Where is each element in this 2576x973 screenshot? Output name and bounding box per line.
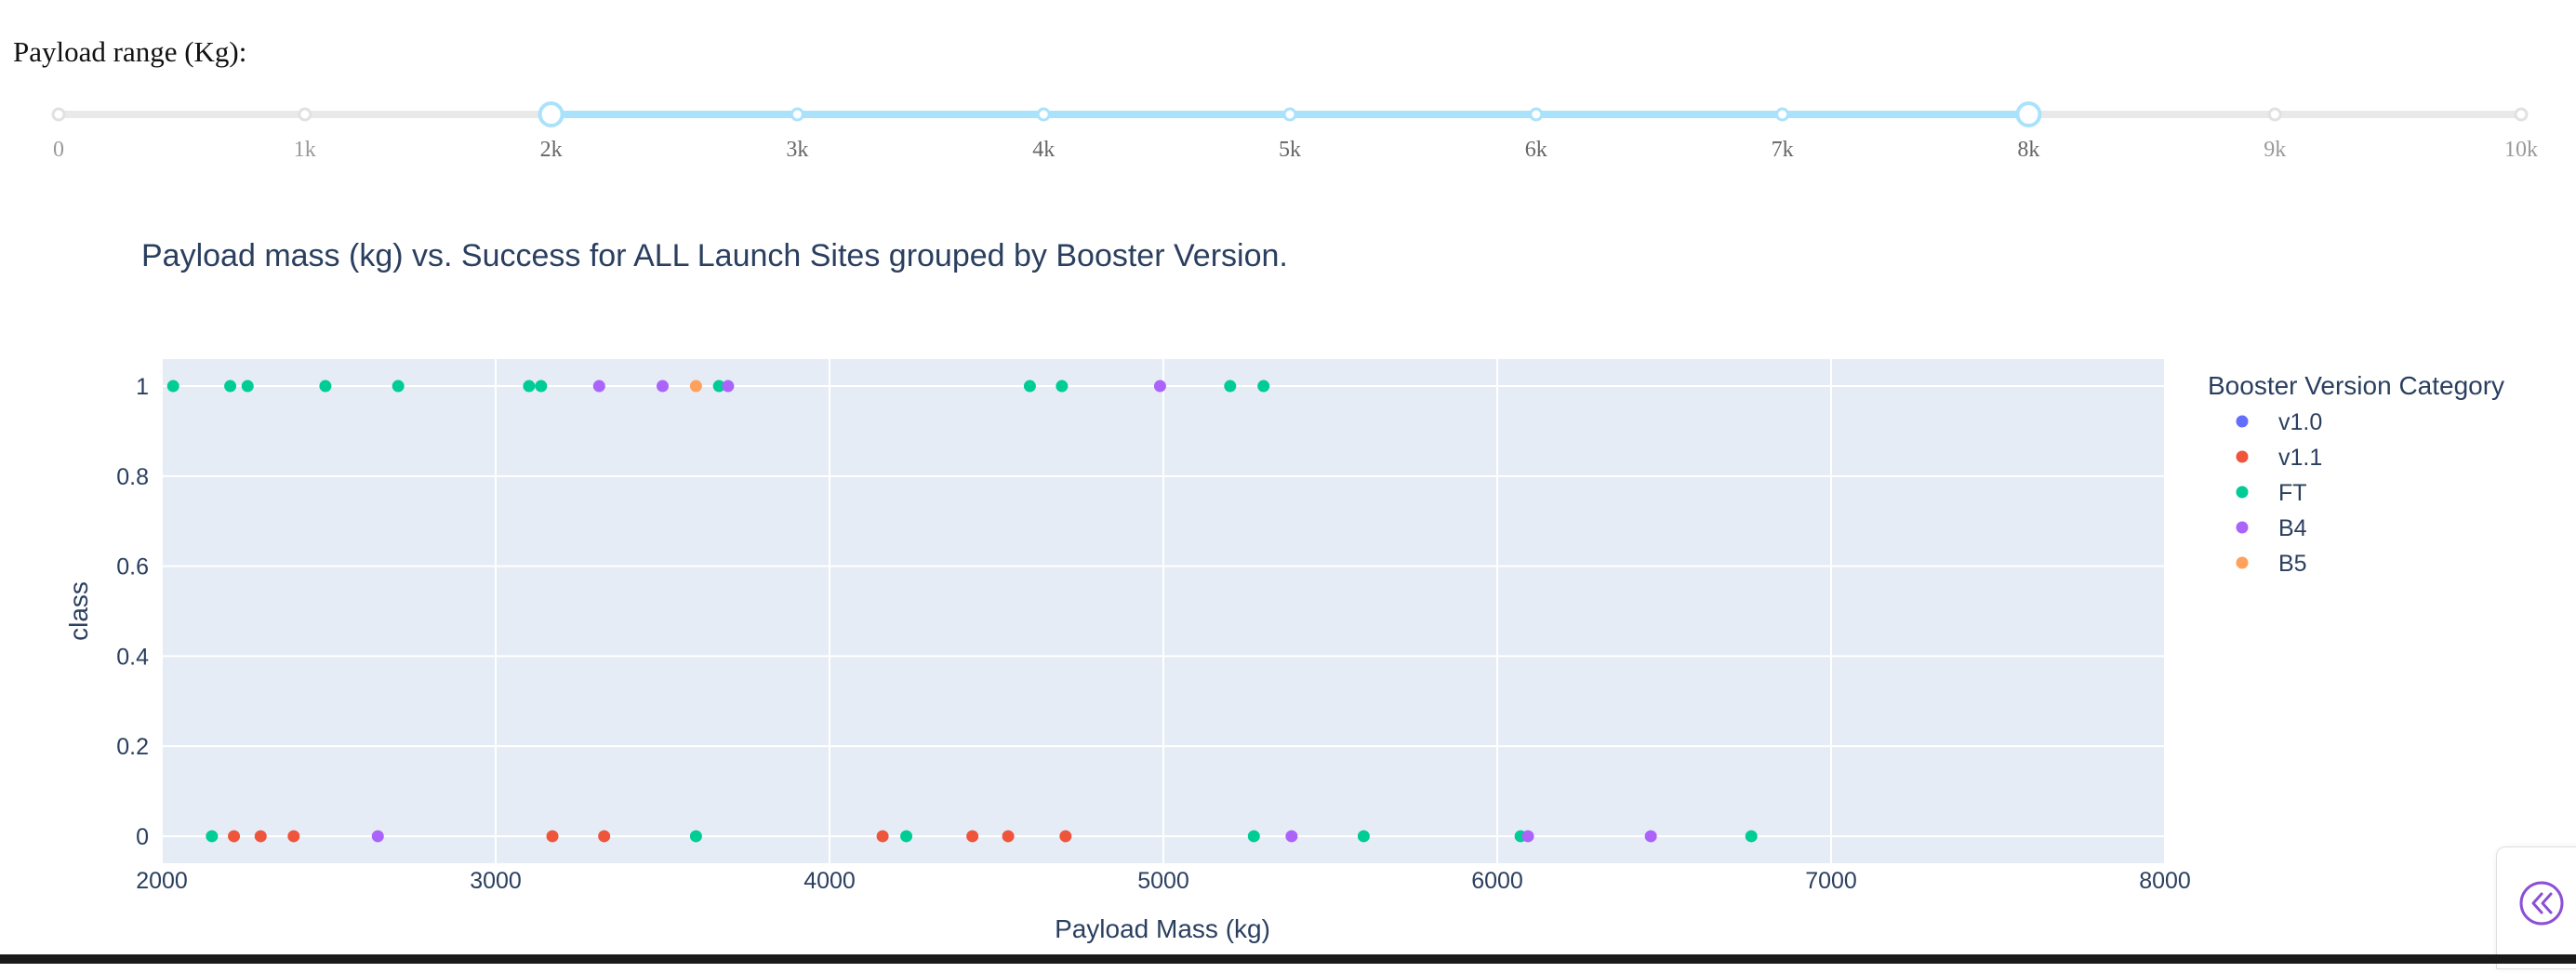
legend-item-label[interactable]: B4 (2278, 515, 2307, 541)
legend-marker[interactable] (2236, 450, 2249, 463)
slider-mark-dot (1036, 107, 1051, 122)
data-point-ft[interactable] (206, 830, 219, 843)
slider-mark-label: 9k (2264, 138, 2286, 162)
legend-item-label[interactable]: B5 (2278, 551, 2307, 577)
data-point-ft[interactable] (900, 830, 913, 843)
window-bottom-edge (0, 954, 2576, 964)
chart-title: Payload mass (kg) vs. Success for ALL La… (141, 238, 1288, 273)
data-point-v1-1[interactable] (287, 830, 300, 843)
slider-mark-dot (1282, 107, 1297, 122)
slider-mark-dot (298, 107, 312, 122)
data-point-ft[interactable] (1257, 380, 1270, 393)
slider-mark-label: 10k (2504, 138, 2538, 162)
data-point-ft[interactable] (224, 380, 237, 393)
x-tick-label: 5000 (1137, 868, 1189, 894)
y-tick-label: 0.8 (116, 464, 149, 490)
data-point-b4[interactable] (657, 380, 669, 393)
x-tick-label: 3000 (470, 868, 522, 894)
legend-marker[interactable] (2236, 556, 2249, 569)
data-point-ft[interactable] (712, 380, 725, 393)
slider-mark-dot (790, 107, 804, 122)
data-point-ft[interactable] (1247, 830, 1260, 843)
slider-mark-label: 4k (1032, 138, 1055, 162)
data-point-ft[interactable] (319, 380, 332, 393)
slider-mark-label: 1k (294, 138, 316, 162)
legend-marker[interactable] (2236, 415, 2249, 428)
data-point-v1-1[interactable] (228, 830, 241, 843)
data-point-ft[interactable] (1224, 380, 1237, 393)
slider-mark-label: 0 (53, 138, 64, 162)
slider-mark-dot (2514, 107, 2529, 122)
data-point-b4[interactable] (592, 380, 605, 393)
data-point-b4[interactable] (1285, 830, 1298, 843)
data-point-v1-1[interactable] (966, 830, 979, 843)
legend-marker[interactable] (2236, 521, 2249, 534)
legend-item-label[interactable]: FT (2278, 480, 2307, 506)
data-point-v1-1[interactable] (876, 830, 889, 843)
data-point-v1-1[interactable] (1059, 830, 1072, 843)
data-point-b4[interactable] (1521, 830, 1534, 843)
payload-range-label: Payload range (Kg): (13, 35, 247, 68)
data-point-v1-1[interactable] (598, 830, 611, 843)
scatter-plot: 2000 3000 4000 5000 6000 7000 8000 0 0.2 0.4 0.6 0.… (116, 359, 2191, 894)
y-tick-label: 0 (136, 824, 149, 850)
slider-mark-dot (1529, 107, 1544, 122)
slider-mark-label: 5k (1279, 138, 1301, 162)
data-point-v1-1[interactable] (546, 830, 559, 843)
slider-mark-label: 8k (2017, 138, 2039, 162)
data-point-ft[interactable] (1056, 380, 1069, 393)
slider-mark-label: 2k (540, 138, 563, 162)
y-tick-label: 0.6 (116, 554, 149, 580)
slider-mark-dot (51, 107, 66, 122)
slider-mark-dot (1775, 107, 1790, 122)
slider-mark-label: 7k (1772, 138, 1794, 162)
x-tick-label: 2000 (136, 868, 188, 894)
data-point-b4[interactable] (722, 380, 735, 393)
y-tick-label: 0.4 (116, 644, 149, 670)
data-point-v1-1[interactable] (254, 830, 267, 843)
data-point-b5[interactable] (689, 380, 702, 393)
data-point-ft[interactable] (166, 380, 179, 393)
data-point-ft[interactable] (523, 380, 536, 393)
slider-mark-dot (2267, 107, 2282, 122)
data-point-b4[interactable] (371, 830, 384, 843)
legend-item-label[interactable]: v1.1 (2278, 445, 2322, 471)
x-tick-label: 8000 (2139, 868, 2191, 894)
data-point-ft[interactable] (1357, 830, 1370, 843)
slider-handle-low[interactable] (538, 101, 564, 127)
x-tick-label: 6000 (1471, 868, 1523, 894)
data-point-ft[interactable] (1023, 380, 1036, 393)
double-chevron-left-icon (2519, 881, 2564, 926)
slider-handle-high[interactable] (2015, 101, 2042, 127)
x-axis-title: Payload Mass (kg) (1055, 914, 1270, 943)
x-tick-label: 4000 (803, 868, 856, 894)
slider-mark-label: 6k (1525, 138, 1547, 162)
payload-range-slider[interactable]: 0 1k 2k 3k 4k 5k 6k 7k 8k 9k 10k (51, 101, 2538, 162)
legend: Booster Version Category v1.0 v1.1 FT B4 B5 (2208, 371, 2504, 577)
legend-marker[interactable] (2236, 486, 2249, 499)
y-tick-label: 1 (136, 374, 149, 400)
data-point-v1-1[interactable] (1002, 830, 1015, 843)
slider-mark-label: 3k (786, 138, 808, 162)
legend-item-label[interactable]: v1.0 (2278, 409, 2322, 435)
y-axis-title: class (64, 581, 93, 641)
data-point-ft[interactable] (392, 380, 405, 393)
data-point-ft[interactable] (1745, 830, 1758, 843)
data-point-b4[interactable] (1153, 380, 1166, 393)
data-point-ft[interactable] (689, 830, 702, 843)
data-point-ft[interactable] (535, 380, 548, 393)
data-point-ft[interactable] (241, 380, 254, 393)
data-point-b4[interactable] (1644, 830, 1657, 843)
y-tick-label: 0.2 (116, 734, 149, 760)
collapse-panel-button[interactable] (2496, 846, 2576, 969)
legend-title: Booster Version Category (2208, 371, 2504, 400)
x-tick-label: 7000 (1805, 868, 1857, 894)
